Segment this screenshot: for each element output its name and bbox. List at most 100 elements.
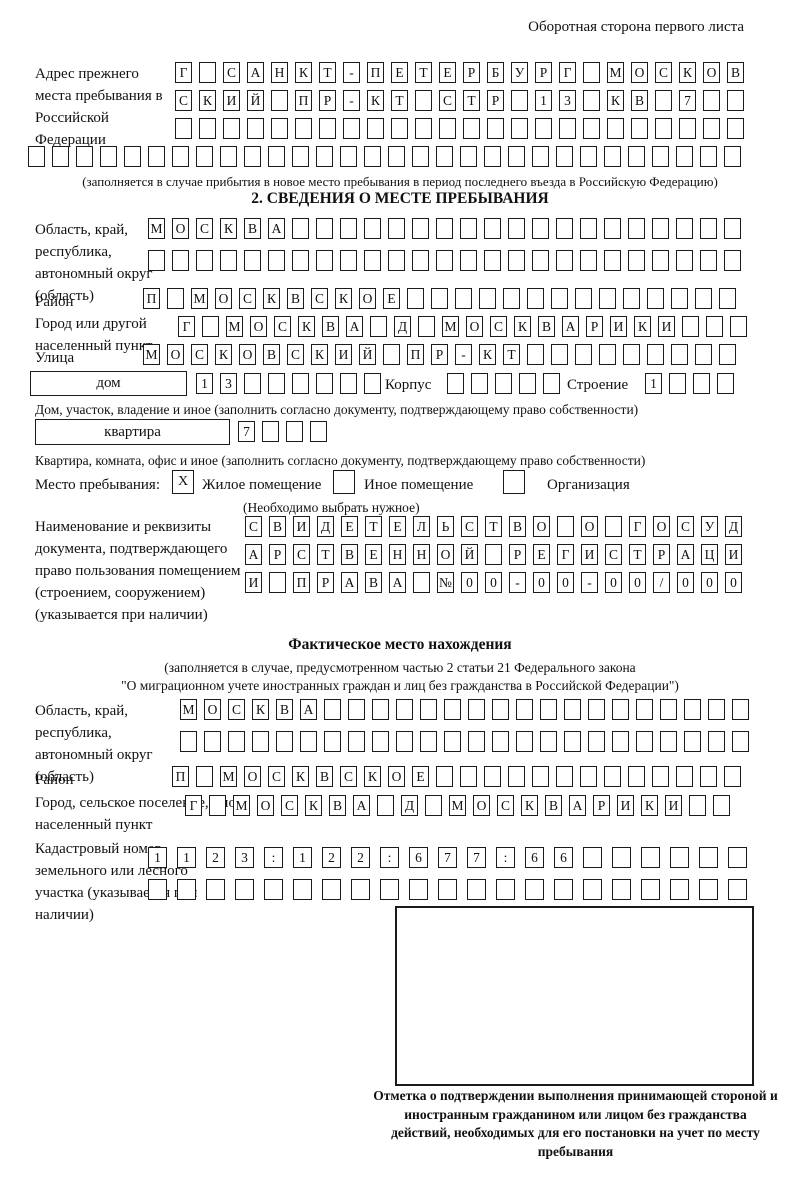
char-cell[interactable]: К — [298, 316, 315, 337]
char-cell[interactable]: К — [220, 218, 237, 239]
char-cell[interactable] — [583, 847, 602, 868]
char-cell[interactable]: Т — [463, 90, 480, 111]
char-cell[interactable]: Е — [365, 544, 382, 565]
char-cell[interactable] — [647, 288, 664, 309]
char-cell[interactable] — [580, 218, 597, 239]
char-cell[interactable] — [484, 766, 501, 787]
char-cell[interactable] — [554, 879, 573, 900]
char-cell[interactable]: Т — [485, 516, 502, 537]
char-cell[interactable] — [492, 731, 509, 752]
char-cell[interactable] — [695, 344, 712, 365]
char-cell[interactable]: Д — [401, 795, 418, 816]
char-cell[interactable]: О — [250, 316, 267, 337]
char-cell[interactable] — [708, 731, 725, 752]
char-cell[interactable] — [485, 544, 502, 565]
char-cell[interactable]: В — [727, 62, 744, 83]
char-cell[interactable] — [269, 572, 286, 593]
char-cell[interactable] — [605, 516, 622, 537]
char-cell[interactable] — [669, 373, 686, 394]
char-cell[interactable]: 1 — [196, 373, 213, 394]
char-cell[interactable]: : — [264, 847, 283, 868]
char-cell[interactable] — [508, 766, 525, 787]
char-cell[interactable] — [588, 699, 605, 720]
char-cell[interactable] — [532, 146, 549, 167]
char-cell[interactable] — [564, 731, 581, 752]
char-cell[interactable] — [604, 218, 621, 239]
char-cell[interactable]: Н — [271, 62, 288, 83]
char-cell[interactable]: Д — [394, 316, 411, 337]
char-cell[interactable]: П — [367, 62, 384, 83]
char-cell[interactable]: 6 — [554, 847, 573, 868]
char-cell[interactable]: Н — [389, 544, 406, 565]
char-cell[interactable] — [244, 146, 261, 167]
char-cell[interactable] — [479, 288, 496, 309]
char-cell[interactable]: 2 — [322, 847, 341, 868]
char-cell[interactable] — [713, 795, 730, 816]
char-cell[interactable]: № — [437, 572, 454, 593]
char-cell[interactable] — [700, 218, 717, 239]
char-cell[interactable]: И — [665, 795, 682, 816]
char-cell[interactable]: О — [244, 766, 261, 787]
char-cell[interactable] — [372, 699, 389, 720]
char-cell[interactable] — [484, 250, 501, 271]
char-cell[interactable] — [540, 731, 557, 752]
char-cell[interactable]: В — [322, 316, 339, 337]
char-cell[interactable]: О — [172, 218, 189, 239]
char-cell[interactable] — [580, 146, 597, 167]
char-cell[interactable]: С — [268, 766, 285, 787]
char-cell[interactable] — [556, 766, 573, 787]
char-cell[interactable] — [412, 146, 429, 167]
char-cell[interactable]: О — [581, 516, 598, 537]
char-cell[interactable] — [636, 731, 653, 752]
char-cell[interactable] — [209, 795, 226, 816]
char-cell[interactable]: Й — [247, 90, 264, 111]
char-cell[interactable] — [396, 699, 413, 720]
char-cell[interactable] — [370, 316, 387, 337]
char-cell[interactable] — [76, 146, 93, 167]
char-cell[interactable]: / — [653, 572, 670, 593]
char-cell[interactable] — [543, 373, 560, 394]
char-cell[interactable] — [628, 146, 645, 167]
char-cell[interactable] — [516, 699, 533, 720]
char-cell[interactable] — [604, 766, 621, 787]
char-cell[interactable] — [628, 766, 645, 787]
char-cell[interactable] — [532, 250, 549, 271]
char-cell[interactable] — [671, 344, 688, 365]
char-cell[interactable]: 3 — [235, 847, 254, 868]
char-cell[interactable] — [695, 288, 712, 309]
char-cell[interactable] — [556, 218, 573, 239]
char-cell[interactable]: 2 — [351, 847, 370, 868]
char-cell[interactable] — [436, 218, 453, 239]
char-cell[interactable]: К — [607, 90, 624, 111]
char-cell[interactable] — [583, 118, 600, 139]
char-cell[interactable] — [228, 731, 245, 752]
char-cell[interactable]: У — [701, 516, 718, 537]
char-cell[interactable]: О — [466, 316, 483, 337]
char-cell[interactable]: Ц — [701, 544, 718, 565]
char-cell[interactable]: Д — [725, 516, 742, 537]
char-cell[interactable] — [655, 118, 672, 139]
char-cell[interactable] — [148, 146, 165, 167]
char-cell[interactable] — [703, 90, 720, 111]
char-cell[interactable] — [699, 847, 718, 868]
char-cell[interactable] — [364, 218, 381, 239]
char-cell[interactable]: Т — [415, 62, 432, 83]
char-cell[interactable]: О — [631, 62, 648, 83]
char-cell[interactable]: И — [293, 516, 310, 537]
char-cell[interactable]: 3 — [220, 373, 237, 394]
char-cell[interactable] — [516, 731, 533, 752]
char-cell[interactable]: Р — [593, 795, 610, 816]
char-cell[interactable]: Е — [383, 288, 400, 309]
char-cell[interactable]: С — [274, 316, 291, 337]
char-cell[interactable] — [460, 146, 477, 167]
char-cell[interactable] — [425, 795, 442, 816]
char-cell[interactable] — [532, 766, 549, 787]
char-cell[interactable]: М — [180, 699, 197, 720]
char-cell[interactable] — [564, 699, 581, 720]
char-cell[interactable]: В — [263, 344, 280, 365]
char-cell[interactable]: - — [581, 572, 598, 593]
char-cell[interactable]: С — [605, 544, 622, 565]
char-cell[interactable] — [52, 146, 69, 167]
char-cell[interactable]: - — [343, 90, 360, 111]
char-cell[interactable] — [372, 731, 389, 752]
